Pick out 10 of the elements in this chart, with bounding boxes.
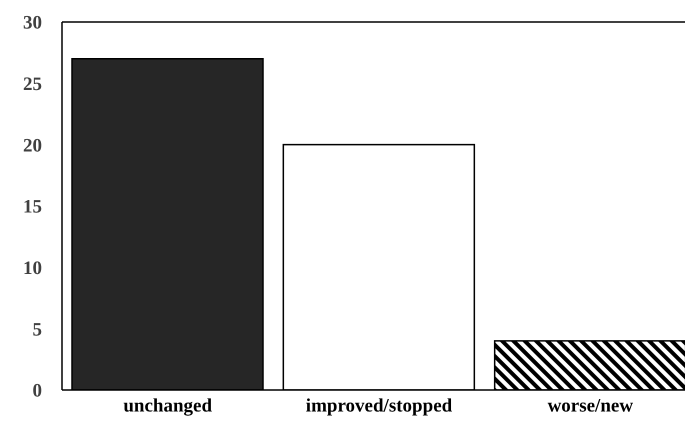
y-tick-label: 30: [23, 12, 42, 34]
x-tick-label: improved/stopped: [306, 395, 453, 416]
y-tick-label: 15: [23, 196, 42, 218]
x-tick-label: worse/new: [548, 395, 634, 416]
y-tick-label: 5: [32, 319, 42, 340]
y-tick-label: 0: [32, 380, 42, 402]
x-tick-label: unchanged: [123, 395, 212, 416]
y-tick-label: 10: [23, 258, 42, 280]
y-tick-label: 25: [23, 74, 42, 96]
y-tick-label: 20: [23, 135, 42, 156]
